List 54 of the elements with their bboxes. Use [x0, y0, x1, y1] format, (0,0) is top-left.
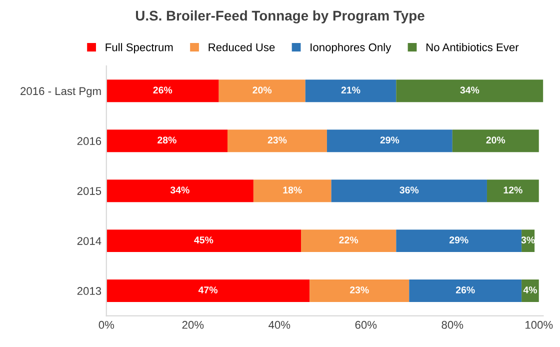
data-label: 29%	[380, 136, 400, 144]
legend-label: Full Spectrum	[106, 43, 173, 54]
bar	[227, 130, 327, 152]
x-tick-label: 20%	[182, 320, 204, 329]
data-label: 29%	[449, 236, 468, 244]
x-tick-label: 80%	[442, 320, 464, 329]
data-label: 4%	[523, 286, 537, 294]
bar	[301, 230, 396, 252]
bar	[106, 130, 228, 152]
bar	[396, 230, 522, 252]
x-tick-label: 100%	[526, 320, 553, 329]
data-label: 34%	[170, 186, 190, 194]
y-tick-label: 2014	[77, 237, 102, 245]
data-label: 26%	[153, 86, 172, 94]
bar	[522, 280, 539, 302]
bar	[218, 80, 306, 102]
bar	[310, 280, 410, 302]
data-label: 28%	[158, 136, 176, 144]
legend-label: No Antibiotics Ever	[426, 43, 519, 52]
bar	[326, 130, 452, 152]
data-label: 47%	[198, 286, 218, 294]
bar	[305, 80, 396, 102]
y-tick-label: 2013	[77, 287, 102, 295]
legend-label: Reduced Use	[208, 43, 275, 52]
bar	[106, 230, 302, 252]
data-label: 12%	[504, 186, 522, 194]
bar	[486, 180, 539, 202]
bar	[106, 80, 219, 102]
y-tick-label: 2016	[77, 137, 102, 146]
bar	[409, 280, 522, 302]
data-label: 18%	[283, 186, 302, 194]
x-tick-label: 60%	[355, 320, 377, 329]
y-tick-label: 2016 - Last Pgm	[20, 87, 101, 98]
bar	[106, 280, 310, 302]
bar	[331, 180, 487, 202]
data-label: 45%	[194, 236, 214, 244]
data-label: 20%	[486, 136, 506, 144]
data-label: 23%	[268, 136, 287, 144]
data-label: 36%	[400, 186, 419, 194]
chart-title: U.S. Broiler-Feed Tonnage by Program Type	[136, 10, 424, 24]
data-label: 20%	[252, 86, 272, 94]
data-label: 34%	[460, 86, 480, 94]
bar	[452, 130, 539, 152]
data-label: 26%	[456, 286, 475, 294]
data-label: 23%	[350, 286, 369, 294]
data-label: 21%	[341, 86, 360, 94]
data-label: 22%	[339, 236, 358, 244]
bar	[253, 180, 332, 202]
bar	[396, 80, 544, 102]
y-tick-label: 2015	[77, 187, 102, 195]
legend-label: Ionophores Only	[310, 43, 392, 54]
bar	[106, 180, 254, 202]
x-tick-label: 40%	[268, 320, 290, 329]
x-tick-label: 0%	[98, 320, 114, 329]
